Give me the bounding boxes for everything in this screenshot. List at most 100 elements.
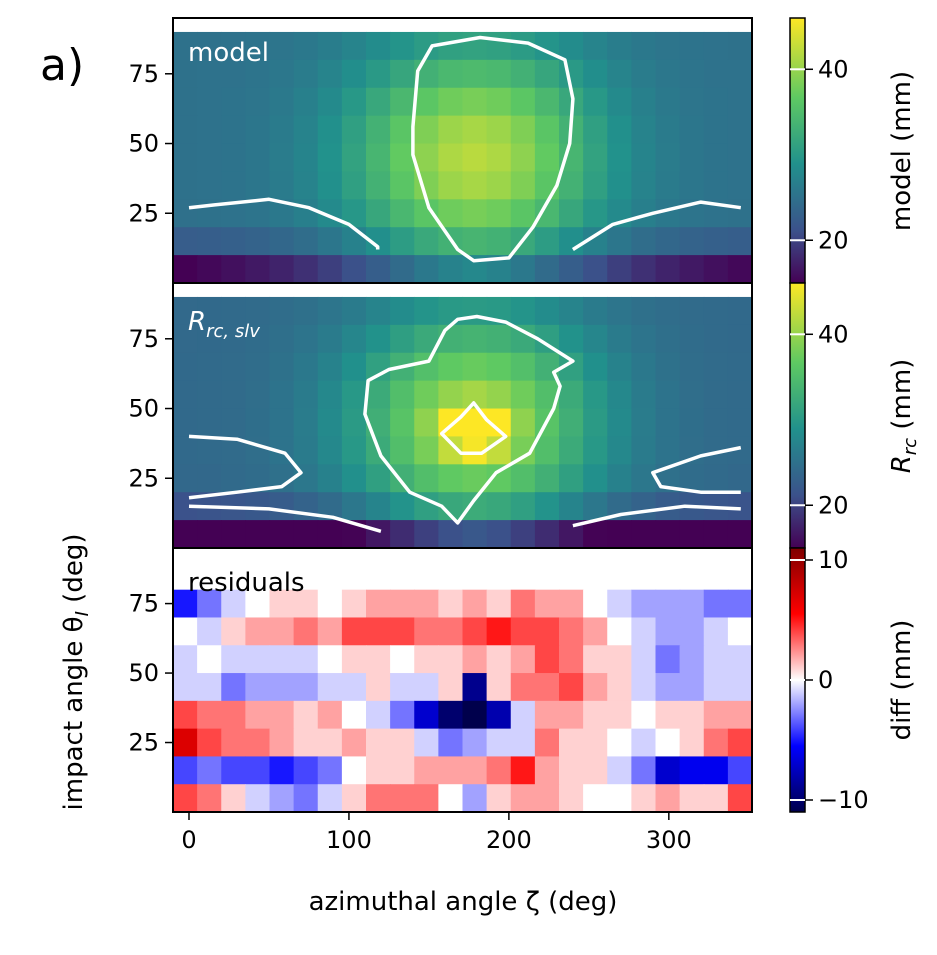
heatmap-cell (486, 227, 512, 256)
heatmap-cell (293, 756, 319, 785)
heatmap-cell (221, 227, 246, 256)
heatmap-cell (293, 561, 319, 591)
heatmap-cell (221, 31, 246, 61)
y-tick-label: 75 (128, 590, 159, 618)
heatmap-cell (583, 673, 608, 702)
heatmap-cell (607, 296, 632, 326)
panel-label-rrc: Rrc, slv (188, 307, 260, 342)
y-tick-label: 75 (128, 325, 159, 353)
heatmap-cell (559, 227, 584, 256)
heatmap-cell (679, 673, 705, 702)
heatmap-cell (631, 673, 657, 702)
heatmap-cell (486, 728, 512, 758)
heatmap-cell (269, 171, 295, 200)
heatmap-cell (390, 171, 415, 200)
heatmap-cell (679, 31, 705, 61)
heatmap-cell (317, 87, 343, 117)
heatmap-cell (534, 464, 560, 493)
heatmap-cell (414, 561, 439, 591)
heatmap-cell (221, 673, 246, 702)
heatmap-cell (559, 380, 584, 410)
heatmap-cell (269, 87, 295, 117)
heatmap-cell (727, 31, 753, 61)
heatmap-cell (173, 561, 198, 591)
heatmap-cell (462, 324, 488, 354)
heatmap-cell (679, 255, 705, 284)
heatmap-cell (414, 227, 439, 256)
y-tick-label: 50 (128, 130, 159, 158)
heatmap-cell (366, 324, 391, 354)
heatmap-cell (293, 673, 319, 702)
heatmap-cell (173, 143, 198, 173)
heatmap-cell (245, 756, 271, 785)
heatmap-cell (462, 561, 488, 591)
heatmap-cell (245, 784, 271, 813)
heatmap-cell (607, 87, 632, 117)
heatmap-cell (317, 408, 343, 438)
heatmap-cell (390, 561, 415, 591)
heatmap-cell (245, 324, 271, 354)
heatmap-cell (679, 408, 705, 438)
heatmap-cell (390, 380, 415, 410)
heatmap-cell (679, 296, 705, 326)
heatmap-cell (390, 296, 415, 326)
heatmap-cell (631, 436, 657, 465)
heatmap-cell (197, 255, 222, 284)
heatmap-cell (173, 227, 198, 256)
heatmap-cell (583, 296, 608, 326)
heatmap-cell (655, 87, 681, 117)
heatmap-cell (559, 784, 584, 813)
heatmap-cell (293, 380, 319, 410)
heatmap-cell (631, 31, 657, 61)
heatmap-cell (631, 784, 657, 813)
heatmap-cell (655, 324, 681, 354)
heatmap-cell (269, 645, 295, 674)
heatmap-cell (462, 171, 488, 200)
heatmap-cell (703, 464, 729, 493)
heatmap-cell (390, 756, 415, 785)
heatmap-cell (655, 171, 681, 200)
heatmap-cell (559, 408, 584, 438)
y-tick-label: 25 (128, 464, 159, 492)
heatmap-cell (366, 87, 391, 117)
heatmap-cell (510, 143, 536, 173)
heatmap-cell (293, 87, 319, 117)
heatmap-cell (366, 673, 391, 702)
heatmap-cell (727, 673, 753, 702)
heatmap-cell (607, 380, 632, 410)
heatmap-cell (414, 464, 439, 493)
heatmap-cell (607, 617, 632, 646)
heatmap-cell (583, 784, 608, 813)
heatmap-cell (366, 756, 391, 785)
heatmap-cell (245, 673, 271, 702)
heatmap-cell (655, 115, 681, 145)
heatmap-cell (197, 589, 222, 619)
heatmap-cell (631, 408, 657, 438)
heatmap-cell (703, 227, 729, 256)
heatmap-cell (293, 352, 319, 382)
heatmap-cell (438, 673, 464, 702)
heatmap-cell (341, 673, 367, 702)
heatmap-cell (269, 380, 295, 410)
heatmap-cell (341, 436, 367, 465)
heatmap-cell (510, 492, 536, 521)
heatmap-cell (486, 492, 512, 521)
heatmap-cell (366, 520, 391, 549)
heatmap-cell (341, 617, 367, 646)
heatmap-cell (197, 673, 222, 702)
heatmap-cell (390, 143, 415, 173)
heatmap-cell (727, 143, 753, 173)
heatmap-cell (317, 645, 343, 674)
heatmap-cell (559, 561, 584, 591)
heatmap-cell (414, 520, 439, 549)
heatmap-cell (607, 171, 632, 200)
heatmap-cell (727, 784, 753, 813)
heatmap-cell (559, 492, 584, 521)
heatmap-cell (269, 31, 295, 61)
heatmap-cell (462, 700, 488, 730)
heatmap-cell (510, 115, 536, 145)
panel-tag: a) (40, 40, 84, 91)
heatmap-cell (655, 589, 681, 619)
heatmap-cell (583, 143, 608, 173)
